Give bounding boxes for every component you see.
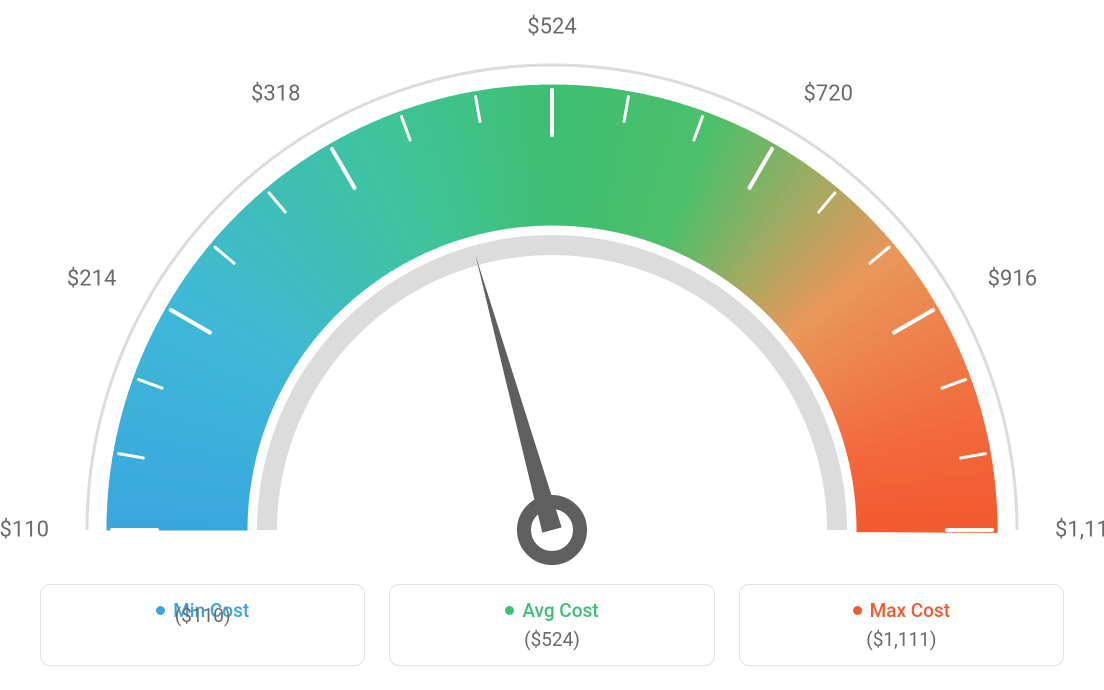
gauge-svg — [0, 0, 1104, 570]
legend-dot-avg — [505, 606, 514, 615]
legend-value-max-text: ($1,111) — [740, 628, 1063, 651]
gauge-tick-label: $1,111 — [1055, 518, 1104, 543]
legend-label-max: Max Cost — [870, 599, 950, 622]
legend-value-min-text: ($110) — [41, 604, 364, 627]
gauge-tick-label: $916 — [988, 266, 1037, 291]
legend-label-avg: Avg Cost — [522, 599, 598, 622]
legend-card-max: Max Cost ($1,111) — [739, 584, 1064, 666]
legend-card-avg: Avg Cost ($524) — [389, 584, 714, 666]
gauge-tick-label: $110 — [0, 518, 49, 543]
legend-row: Min Cost ($110) Avg Cost ($524) Max Cost… — [40, 584, 1064, 666]
gauge-tick-label: $318 — [251, 82, 300, 107]
gauge-tick-label: $720 — [804, 82, 853, 107]
gauge-tick-label: $214 — [67, 266, 116, 291]
legend-title-max: Max Cost — [853, 599, 950, 622]
legend-title-avg: Avg Cost — [505, 599, 598, 622]
legend-dot-max — [853, 606, 862, 615]
legend-dot-min — [156, 606, 165, 615]
legend-card-min: Min Cost ($110) — [40, 584, 365, 666]
gauge-chart: $110 $214 $318 $524 $720 $916 $1,111 — [0, 0, 1104, 570]
gauge-tick-label: $524 — [527, 15, 576, 40]
legend-value-avg-text: ($524) — [390, 628, 713, 651]
